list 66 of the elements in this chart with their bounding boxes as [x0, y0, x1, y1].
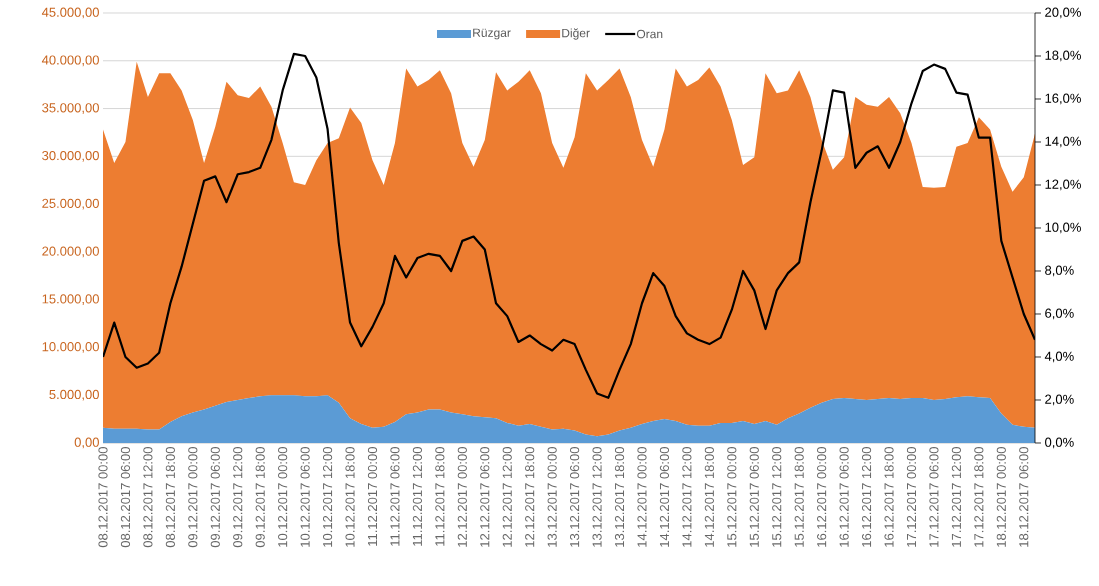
x-tick-label: 09.12.2017 12:00: [233, 447, 243, 548]
y-tick-label: 35.000,00: [42, 103, 99, 114]
y-tick-label: 0,00: [74, 437, 99, 449]
y-tick-label: 25.000,00: [42, 198, 99, 210]
x-tick-label: 15.12.2017 18:00: [794, 447, 804, 547]
y2-tick-label: 20,0%: [1045, 7, 1081, 19]
x-tick-label: 14.12.2017 18:00: [704, 447, 714, 547]
legend-label: Oran: [636, 29, 663, 39]
x-tick-label: 11.12.2017 00:00: [367, 447, 378, 546]
legend-label: Rüzgar: [473, 28, 511, 40]
x-tick-label: 11.12.2017 06:00: [390, 447, 400, 546]
x-tick-label: 14.12.2017 06:00: [659, 447, 670, 547]
x-tick-label: 12.12.2017 06:00: [480, 447, 490, 547]
x-tick-label: 10.12.2017 00:00: [278, 447, 288, 547]
x-tick-label: 16.12.2017 06:00: [839, 447, 849, 547]
x-tick-label: 08.12.2017 12:00: [143, 447, 153, 548]
x-tick-label: 18.12.2017 00:00: [996, 447, 1006, 547]
x-tick-label: 16.12.2017 12:00: [861, 447, 872, 547]
x-tick-label: 18.12.2017 06:00: [1019, 447, 1029, 547]
x-tick-label: 13.12.2017 12:00: [592, 447, 602, 547]
x-tick-label: 17.12.2017 06:00: [929, 447, 939, 547]
y-tick-label: 5.000,00: [49, 389, 99, 401]
x-tick-label: 12.12.2017 18:00: [525, 447, 535, 547]
x-tick-label: 13.12.2017 18:00: [614, 447, 625, 547]
x-tick-label: 17.12.2017 18:00: [974, 447, 984, 547]
y2-tick-label: 18,0%: [1045, 50, 1081, 62]
y-tick-label: 40.000,00: [41, 55, 99, 67]
x-tick-label: 14.12.2017 00:00: [637, 447, 647, 547]
x-tick-label: 15.12.2017 00:00: [727, 447, 737, 547]
y2-tick-label: 6,0%: [1045, 308, 1074, 320]
y-tick-label: 10.000,00: [42, 342, 99, 353]
y2-tick-label: 12,0%: [1045, 179, 1081, 191]
x-tick-label: 12.12.2017 00:00: [457, 447, 467, 547]
x-tick-label: 15.12.2017 12:00: [772, 447, 782, 547]
x-tick-label: 15.12.2017 06:00: [749, 447, 759, 547]
x-tick-label: 09.12.2017 18:00: [255, 447, 265, 548]
y-tick-label: 30.000,00: [42, 150, 99, 162]
legend-label: Diğer: [562, 28, 590, 40]
x-tick-label: 14.12.2017 12:00: [682, 447, 692, 547]
y2-tick-label: 0,0%: [1045, 437, 1074, 449]
y2-tick-label: 16,0%: [1045, 93, 1081, 105]
x-tick-label: 16.12.2017 18:00: [884, 447, 894, 547]
x-tick-label: 10.12.2017 18:00: [345, 447, 355, 547]
y2-tick-label: 8,0%: [1045, 265, 1074, 277]
y2-tick-label: 14,0%: [1045, 136, 1081, 148]
y2-tick-label: 2,0%: [1045, 394, 1074, 406]
x-tick-label: 09.12.2017 06:00: [210, 447, 220, 548]
x-tick-label: 09.12.2017 00:00: [188, 447, 198, 548]
x-tick-label: 10.12.2017 06:00: [300, 447, 310, 547]
x-tick-label: 17.12.2017 00:00: [906, 447, 917, 547]
y-tick-label: 20.000,00: [42, 246, 99, 258]
x-tick-label: 08.12.2017 18:00: [165, 447, 175, 548]
x-tick-label: 11.12.2017 12:00: [412, 447, 423, 546]
y2-tick-label: 4,0%: [1044, 351, 1074, 363]
x-tick-label: 17.12.2017 12:00: [951, 447, 961, 547]
y2-tick-label: 10,0%: [1045, 222, 1081, 234]
x-tick-label: 16.12.2017 00:00: [817, 447, 827, 547]
x-tick-label: 13.12.2017 00:00: [547, 447, 557, 547]
x-tick-label: 12.12.2017 12:00: [502, 447, 512, 547]
x-tick-label: 08.12.2017 00:00: [98, 447, 108, 548]
x-tick-label: 08.12.2017 06:00: [120, 447, 131, 548]
x-tick-label: 11.12.2017 18:00: [435, 447, 445, 546]
x-tick-label: 10.12.2017 12:00: [322, 447, 333, 547]
y-tick-label: 15.000,00: [42, 294, 99, 306]
x-tick-label: 13.12.2017 06:00: [570, 447, 580, 547]
y-tick-label: 45.000,00: [41, 7, 99, 19]
